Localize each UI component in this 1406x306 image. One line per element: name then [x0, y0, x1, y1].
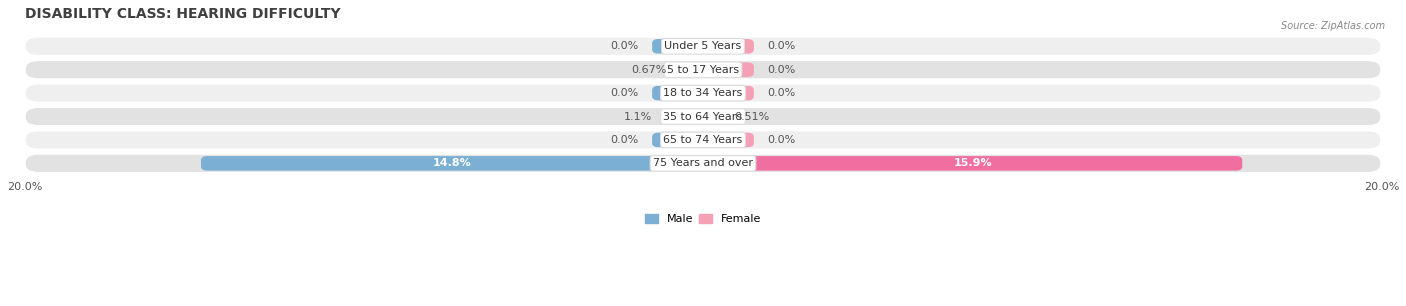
FancyBboxPatch shape [703, 86, 754, 100]
FancyBboxPatch shape [201, 156, 703, 171]
FancyBboxPatch shape [652, 86, 703, 100]
Text: 14.8%: 14.8% [433, 158, 471, 168]
FancyBboxPatch shape [703, 109, 720, 124]
FancyBboxPatch shape [703, 62, 754, 77]
Text: 0.67%: 0.67% [631, 65, 666, 75]
FancyBboxPatch shape [681, 62, 703, 77]
Text: 18 to 34 Years: 18 to 34 Years [664, 88, 742, 98]
FancyBboxPatch shape [25, 130, 1381, 150]
FancyBboxPatch shape [703, 39, 754, 54]
Text: 15.9%: 15.9% [953, 158, 993, 168]
FancyBboxPatch shape [25, 107, 1381, 126]
FancyBboxPatch shape [703, 133, 754, 147]
FancyBboxPatch shape [25, 154, 1381, 173]
Text: 5 to 17 Years: 5 to 17 Years [666, 65, 740, 75]
Text: Under 5 Years: Under 5 Years [665, 41, 741, 51]
Text: 1.1%: 1.1% [624, 111, 652, 121]
Text: 65 to 74 Years: 65 to 74 Years [664, 135, 742, 145]
FancyBboxPatch shape [25, 37, 1381, 56]
Text: 0.0%: 0.0% [610, 41, 638, 51]
Text: 0.0%: 0.0% [610, 88, 638, 98]
Text: 0.0%: 0.0% [768, 88, 796, 98]
FancyBboxPatch shape [652, 39, 703, 54]
Text: 0.0%: 0.0% [768, 65, 796, 75]
Text: 0.0%: 0.0% [610, 135, 638, 145]
Text: 35 to 64 Years: 35 to 64 Years [664, 111, 742, 121]
FancyBboxPatch shape [652, 133, 703, 147]
Text: DISABILITY CLASS: HEARING DIFFICULTY: DISABILITY CLASS: HEARING DIFFICULTY [25, 7, 340, 21]
Text: 75 Years and over: 75 Years and over [652, 158, 754, 168]
Text: 0.0%: 0.0% [768, 41, 796, 51]
FancyBboxPatch shape [703, 156, 1243, 171]
FancyBboxPatch shape [665, 109, 703, 124]
FancyBboxPatch shape [25, 60, 1381, 79]
Legend: Male, Female: Male, Female [640, 209, 766, 229]
Text: Source: ZipAtlas.com: Source: ZipAtlas.com [1281, 21, 1385, 32]
FancyBboxPatch shape [25, 84, 1381, 103]
Text: 0.51%: 0.51% [734, 111, 769, 121]
Text: 0.0%: 0.0% [768, 135, 796, 145]
